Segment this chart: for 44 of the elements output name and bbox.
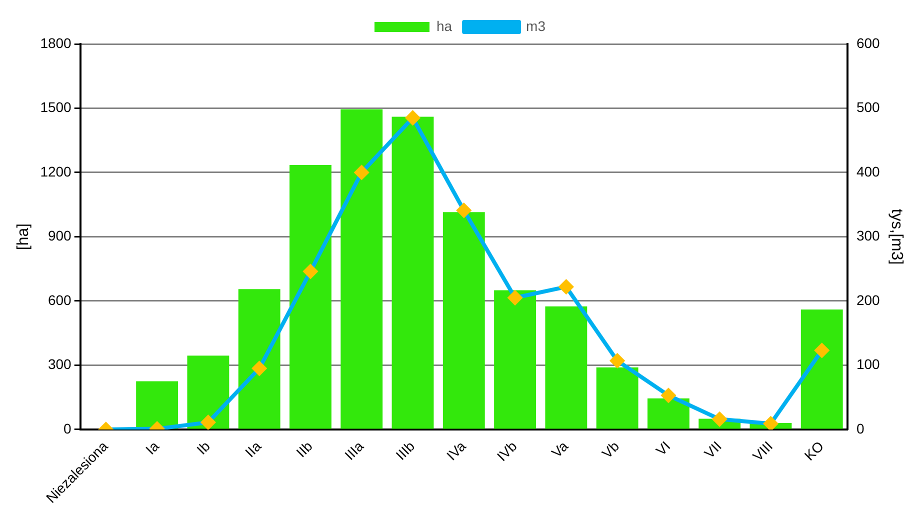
bar [800, 310, 843, 429]
y-tick-label: 1200 [40, 163, 72, 180]
y2-tick-label: 300 [856, 228, 880, 244]
y2-tick-label: 100 [856, 356, 880, 372]
bar [596, 367, 638, 429]
y-tick-label: 600 [48, 292, 72, 308]
y2-tick-label: 500 [856, 99, 880, 116]
x-tick-label: IIa [242, 438, 264, 460]
legend-label: ha [436, 18, 452, 34]
y-axis-title: [ha] [15, 223, 32, 250]
x-tick-label: Vb [598, 438, 622, 462]
x-tick-label: VIII [749, 438, 776, 464]
bar [340, 109, 383, 429]
y-tick-label: 1800 [40, 34, 72, 51]
x-tick-label: VI [652, 438, 674, 459]
x-tick-label: IIIa [341, 438, 367, 463]
y2-tick-label: 400 [856, 163, 880, 180]
y-tick-label: 1500 [40, 99, 72, 116]
x-tick-label: Ia [142, 438, 162, 458]
y-tick-label: 900 [48, 228, 72, 244]
y2-axis-title: tys,[m3] [888, 208, 905, 265]
bar [545, 306, 588, 429]
y2-tick-label: 600 [856, 34, 880, 51]
bar [647, 398, 690, 429]
y-tick-label: 0 [64, 420, 72, 436]
x-tick-label: IIb [292, 438, 316, 460]
bar [290, 164, 332, 429]
bar [238, 289, 280, 429]
bar [187, 356, 230, 429]
bar [136, 381, 178, 429]
bar [442, 212, 485, 429]
y-tick-label: 300 [48, 356, 72, 372]
bar [392, 116, 434, 429]
x-tick-label: Va [548, 438, 572, 461]
x-tick-label: Ib [193, 438, 214, 458]
x-tick-label: VII [701, 438, 724, 462]
x-tick-label: KO [801, 438, 827, 464]
bar [494, 290, 536, 429]
x-tick-label: IVb [494, 438, 520, 464]
y2-tick-label: 200 [856, 292, 880, 308]
legend-label: m3 [526, 18, 546, 34]
y2-tick-label: 0 [856, 420, 864, 436]
x-tick-label: IIIb [392, 438, 418, 463]
x-tick-label: IVa [443, 438, 469, 464]
